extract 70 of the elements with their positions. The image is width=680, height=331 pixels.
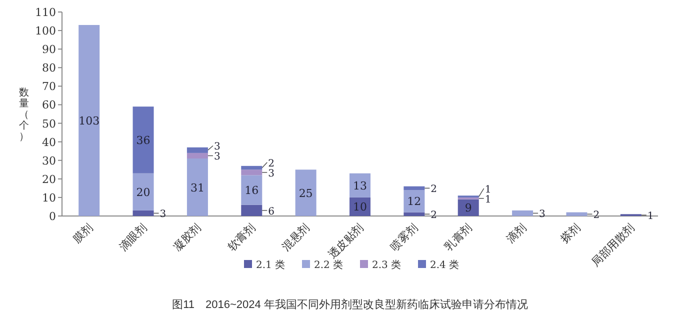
x-tick-label: 凝胶剂 [171, 220, 204, 254]
data-label: 1 [484, 184, 492, 196]
x-tick-label: 滴剂 [504, 220, 529, 246]
data-label: 2 [268, 158, 275, 170]
y-tick-label: 20 [42, 172, 56, 186]
y-tick-label: 110 [35, 6, 56, 19]
y-axis-title: 数量（个） [19, 88, 29, 142]
x-tick-label: 局部用散剂 [588, 220, 638, 270]
y-tick-label: 50 [42, 117, 56, 130]
y-tick-label: 80 [42, 62, 56, 75]
bar [78, 24, 100, 216]
bar [404, 186, 425, 190]
x-tick-label: 乳膏剂 [442, 220, 474, 254]
data-label: 25 [298, 186, 313, 200]
bar [241, 170, 262, 176]
y-tick-label: 40 [42, 136, 56, 149]
data-label: 3 [268, 168, 275, 180]
data-label: 1 [647, 211, 654, 222]
data-label: 3 [214, 152, 220, 163]
data-label: 16 [244, 184, 259, 198]
bar [241, 166, 262, 170]
bar [241, 175, 262, 205]
bar [132, 210, 154, 216]
data-label: 10 [353, 200, 367, 214]
bar [404, 190, 425, 212]
data-label: 6 [268, 206, 275, 218]
y-tick-label: 70 [42, 80, 56, 94]
data-label: 103 [78, 114, 100, 128]
legend-label: 2.4 类 [430, 259, 460, 271]
legend-label: 2.2 类 [314, 259, 344, 271]
y-tick-label: 90 [42, 43, 56, 56]
x-tick-label: 搽剂 [558, 220, 583, 246]
x-tick-label: 混悬剂 [279, 220, 312, 254]
bar [241, 204, 262, 216]
data-label: 3 [160, 209, 166, 220]
bar [458, 199, 479, 216]
bar [186, 147, 208, 153]
y-tick-label: 10 [42, 191, 56, 204]
bar [404, 212, 425, 216]
y-tick-label: 30 [42, 154, 56, 168]
bar [132, 106, 154, 174]
data-label: 2 [430, 210, 438, 222]
x-tick-label: 软膏剂 [225, 220, 258, 254]
data-label: 3 [214, 142, 220, 153]
y-tick-label: 100 [35, 24, 56, 38]
caption: 图11 2016~2024 年我国不同外用剂型改良型新药临床试验申请分布情况 [172, 298, 528, 311]
bar [566, 212, 588, 216]
data-label: 1 [484, 194, 492, 206]
x-tick-label: 膜剂 [70, 220, 96, 246]
legend-label: 2.3 类 [372, 259, 402, 271]
data-label: 12 [407, 195, 422, 208]
bar [186, 152, 208, 159]
data-label: 36 [136, 134, 150, 147]
data-label: 2 [430, 184, 438, 196]
bar [350, 173, 370, 198]
bar [132, 173, 154, 210]
data-label: 9 [464, 202, 472, 215]
data-label: 3 [539, 209, 546, 220]
data-label: 13 [353, 179, 367, 192]
y-tick-label: 0 [49, 210, 56, 223]
data-label: 2 [593, 210, 600, 222]
data-label: 20 [136, 186, 150, 199]
legend-label: 2.1 类 [256, 259, 286, 271]
bar [512, 210, 534, 216]
data-label: 31 [190, 181, 204, 194]
x-tick-label: 喷雾剂 [388, 220, 420, 254]
y-tick-label: 60 [42, 98, 56, 112]
x-tick-label: 滴眼剂 [116, 220, 150, 254]
bar [186, 158, 208, 216]
bar [295, 170, 316, 216]
